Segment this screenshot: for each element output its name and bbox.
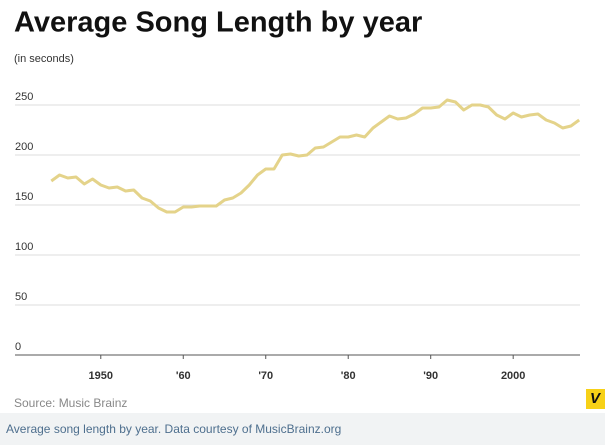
y-tick-label: 200 — [15, 141, 33, 153]
chart: Average Song Length by year (in seconds)… — [14, 7, 605, 410]
x-tick-label: 1950 — [89, 370, 113, 382]
x-tick-label: 2000 — [501, 370, 525, 382]
x-tick-label: '70 — [258, 370, 273, 382]
y-tick-label: 0 — [15, 341, 21, 353]
caption: Average song length by year. Data courte… — [0, 413, 605, 445]
y-tick-label: 150 — [15, 191, 33, 203]
y-tick-label: 250 — [15, 91, 33, 103]
logo-box — [586, 389, 605, 409]
x-tick-label: '90 — [423, 370, 438, 382]
data-line — [50, 98, 581, 214]
y-tick-label: 50 — [15, 291, 27, 303]
chart-subtitle: (in seconds) — [14, 53, 74, 65]
x-tick-label: '60 — [176, 370, 191, 382]
y-tick-label: 100 — [15, 241, 33, 253]
source: Source: Music Brainz — [14, 396, 127, 410]
chart-title: Average Song Length by year — [14, 7, 422, 39]
x-tick-label: '80 — [341, 370, 356, 382]
logo: V — [590, 390, 602, 407]
